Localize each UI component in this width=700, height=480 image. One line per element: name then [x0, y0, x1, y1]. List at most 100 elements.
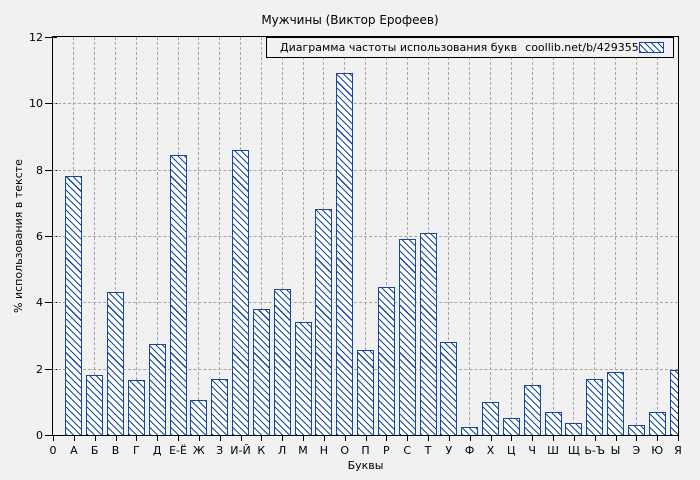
bar-А	[65, 176, 83, 435]
v-gridline-М	[302, 37, 304, 435]
bar-Т	[419, 232, 437, 435]
x-tick-label-И-Й: И-Й	[230, 444, 251, 457]
bar-Ч	[523, 385, 541, 435]
x-tick-А	[73, 436, 75, 441]
y-tick-label-6: 6	[36, 230, 43, 243]
v-gridline-Ф	[469, 37, 471, 435]
y-tick-label-0: 0	[36, 429, 43, 442]
x-tick-label-Ы: Ы	[610, 444, 621, 457]
y-tick-6	[45, 236, 57, 237]
v-gridline-Щ	[573, 37, 575, 435]
legend-source-link: coollib.net/b/429355	[525, 41, 639, 54]
x-tick-label-М: М	[298, 444, 308, 457]
x-tick-label-Ж: Ж	[192, 444, 205, 457]
v-gridline-Ь-Ъ	[594, 37, 596, 435]
x-tick-Ф	[469, 436, 471, 441]
x-tick-label-П: П	[361, 444, 370, 457]
bar-Ы	[607, 371, 624, 435]
v-gridline-Ч	[531, 37, 533, 435]
x-tick-label-Щ: Щ	[567, 444, 580, 457]
bar-Е-Ё	[169, 154, 187, 435]
v-gridline-Г	[135, 37, 137, 435]
x-tick-К	[261, 436, 263, 441]
plot-area	[52, 36, 679, 436]
v-gridline-В	[115, 37, 116, 435]
bar-Ф	[461, 426, 479, 435]
bar-Ь-Ъ	[586, 378, 604, 435]
bar-И-Й	[232, 149, 249, 435]
x-tick-У	[448, 436, 450, 441]
x-tick-label-К: К	[257, 444, 266, 457]
x-tick-label-Я: Я	[674, 444, 682, 457]
x-tick-label-С: С	[403, 444, 411, 457]
bar-Ю	[648, 411, 666, 435]
x-tick-Г	[136, 436, 138, 441]
y-tick-label-12: 12	[29, 31, 43, 44]
x-tick-label-Р: Р	[383, 444, 390, 457]
x-tick-О	[344, 436, 346, 441]
v-gridline-З	[219, 37, 221, 435]
x-tick-Ж	[198, 436, 200, 441]
x-tick-Э	[636, 436, 638, 441]
x-tick-label-Н: Н	[319, 444, 328, 457]
x-tick-label-Э: Э	[632, 444, 641, 457]
x-tick-Щ	[573, 436, 575, 441]
bar-Ц	[502, 418, 520, 435]
x-tick-В	[115, 436, 117, 441]
bar-С	[398, 239, 416, 435]
legend-label: Диаграмма частоты использования букв	[280, 41, 518, 54]
x-tick-label-Г: Г	[132, 444, 140, 457]
x-tick-Т	[428, 436, 429, 441]
x-tick-Р	[386, 436, 388, 441]
v-gridline-Д	[156, 37, 158, 435]
v-gridline-Ж	[198, 37, 200, 435]
x-tick-label-Ю: Ю	[651, 444, 664, 457]
bar-Я	[669, 370, 678, 435]
x-tick-label-Ц: Ц	[507, 444, 516, 457]
x-tick-И-Й	[240, 436, 242, 441]
x-tick-label-0: 0	[49, 444, 57, 457]
x-tick-label-Л: Л	[278, 444, 287, 457]
y-tick-label-10: 10	[29, 97, 43, 111]
x-axis-label: Буквы	[347, 459, 384, 472]
x-tick-П	[365, 436, 367, 441]
x-tick-Ч	[532, 436, 534, 441]
x-tick-Л	[282, 436, 284, 441]
bar-З	[211, 378, 229, 435]
chart-title: Мужчины (Виктор Ерофеев)	[261, 13, 439, 27]
x-tick-label-А: А	[70, 444, 78, 457]
v-gridline-Х	[490, 37, 491, 435]
legend: Диаграмма частоты использования букв coo…	[266, 37, 674, 58]
bar-О	[336, 73, 354, 435]
v-gridline-К	[260, 37, 262, 435]
bar-Р	[377, 287, 395, 435]
x-tick-З	[219, 436, 221, 441]
x-tick-М	[303, 436, 304, 441]
v-gridline-У	[448, 37, 450, 435]
y-tick-0	[45, 435, 57, 436]
v-gridline-Б	[94, 37, 96, 435]
x-tick-label-Ь-Ъ: Ь-Ъ	[584, 444, 605, 457]
x-tick-Ы	[615, 436, 617, 441]
v-gridline-Ш	[552, 37, 554, 435]
v-gridline-Ы	[615, 37, 616, 435]
x-tick-label-О: О	[340, 444, 349, 457]
y-tick-12	[45, 37, 57, 38]
x-tick-Д	[157, 436, 159, 441]
bar-Э	[627, 425, 645, 435]
bar-Г	[127, 380, 145, 435]
y-tick-label-2: 2	[36, 362, 43, 376]
y-tick-4	[45, 302, 57, 304]
bar-Х	[482, 401, 499, 435]
x-tick-Ц	[511, 436, 513, 441]
x-tick-label-В: В	[111, 444, 120, 457]
v-gridline-Л	[281, 37, 283, 435]
v-gridline-Э	[635, 37, 637, 435]
bar-К	[252, 308, 270, 435]
x-tick-Е-Ё	[178, 436, 179, 441]
y-tick-label-8: 8	[36, 163, 43, 177]
x-tick-label-Д: Д	[152, 444, 162, 457]
x-tick-Ь-Ъ	[594, 436, 596, 441]
bar-Н	[315, 209, 333, 435]
